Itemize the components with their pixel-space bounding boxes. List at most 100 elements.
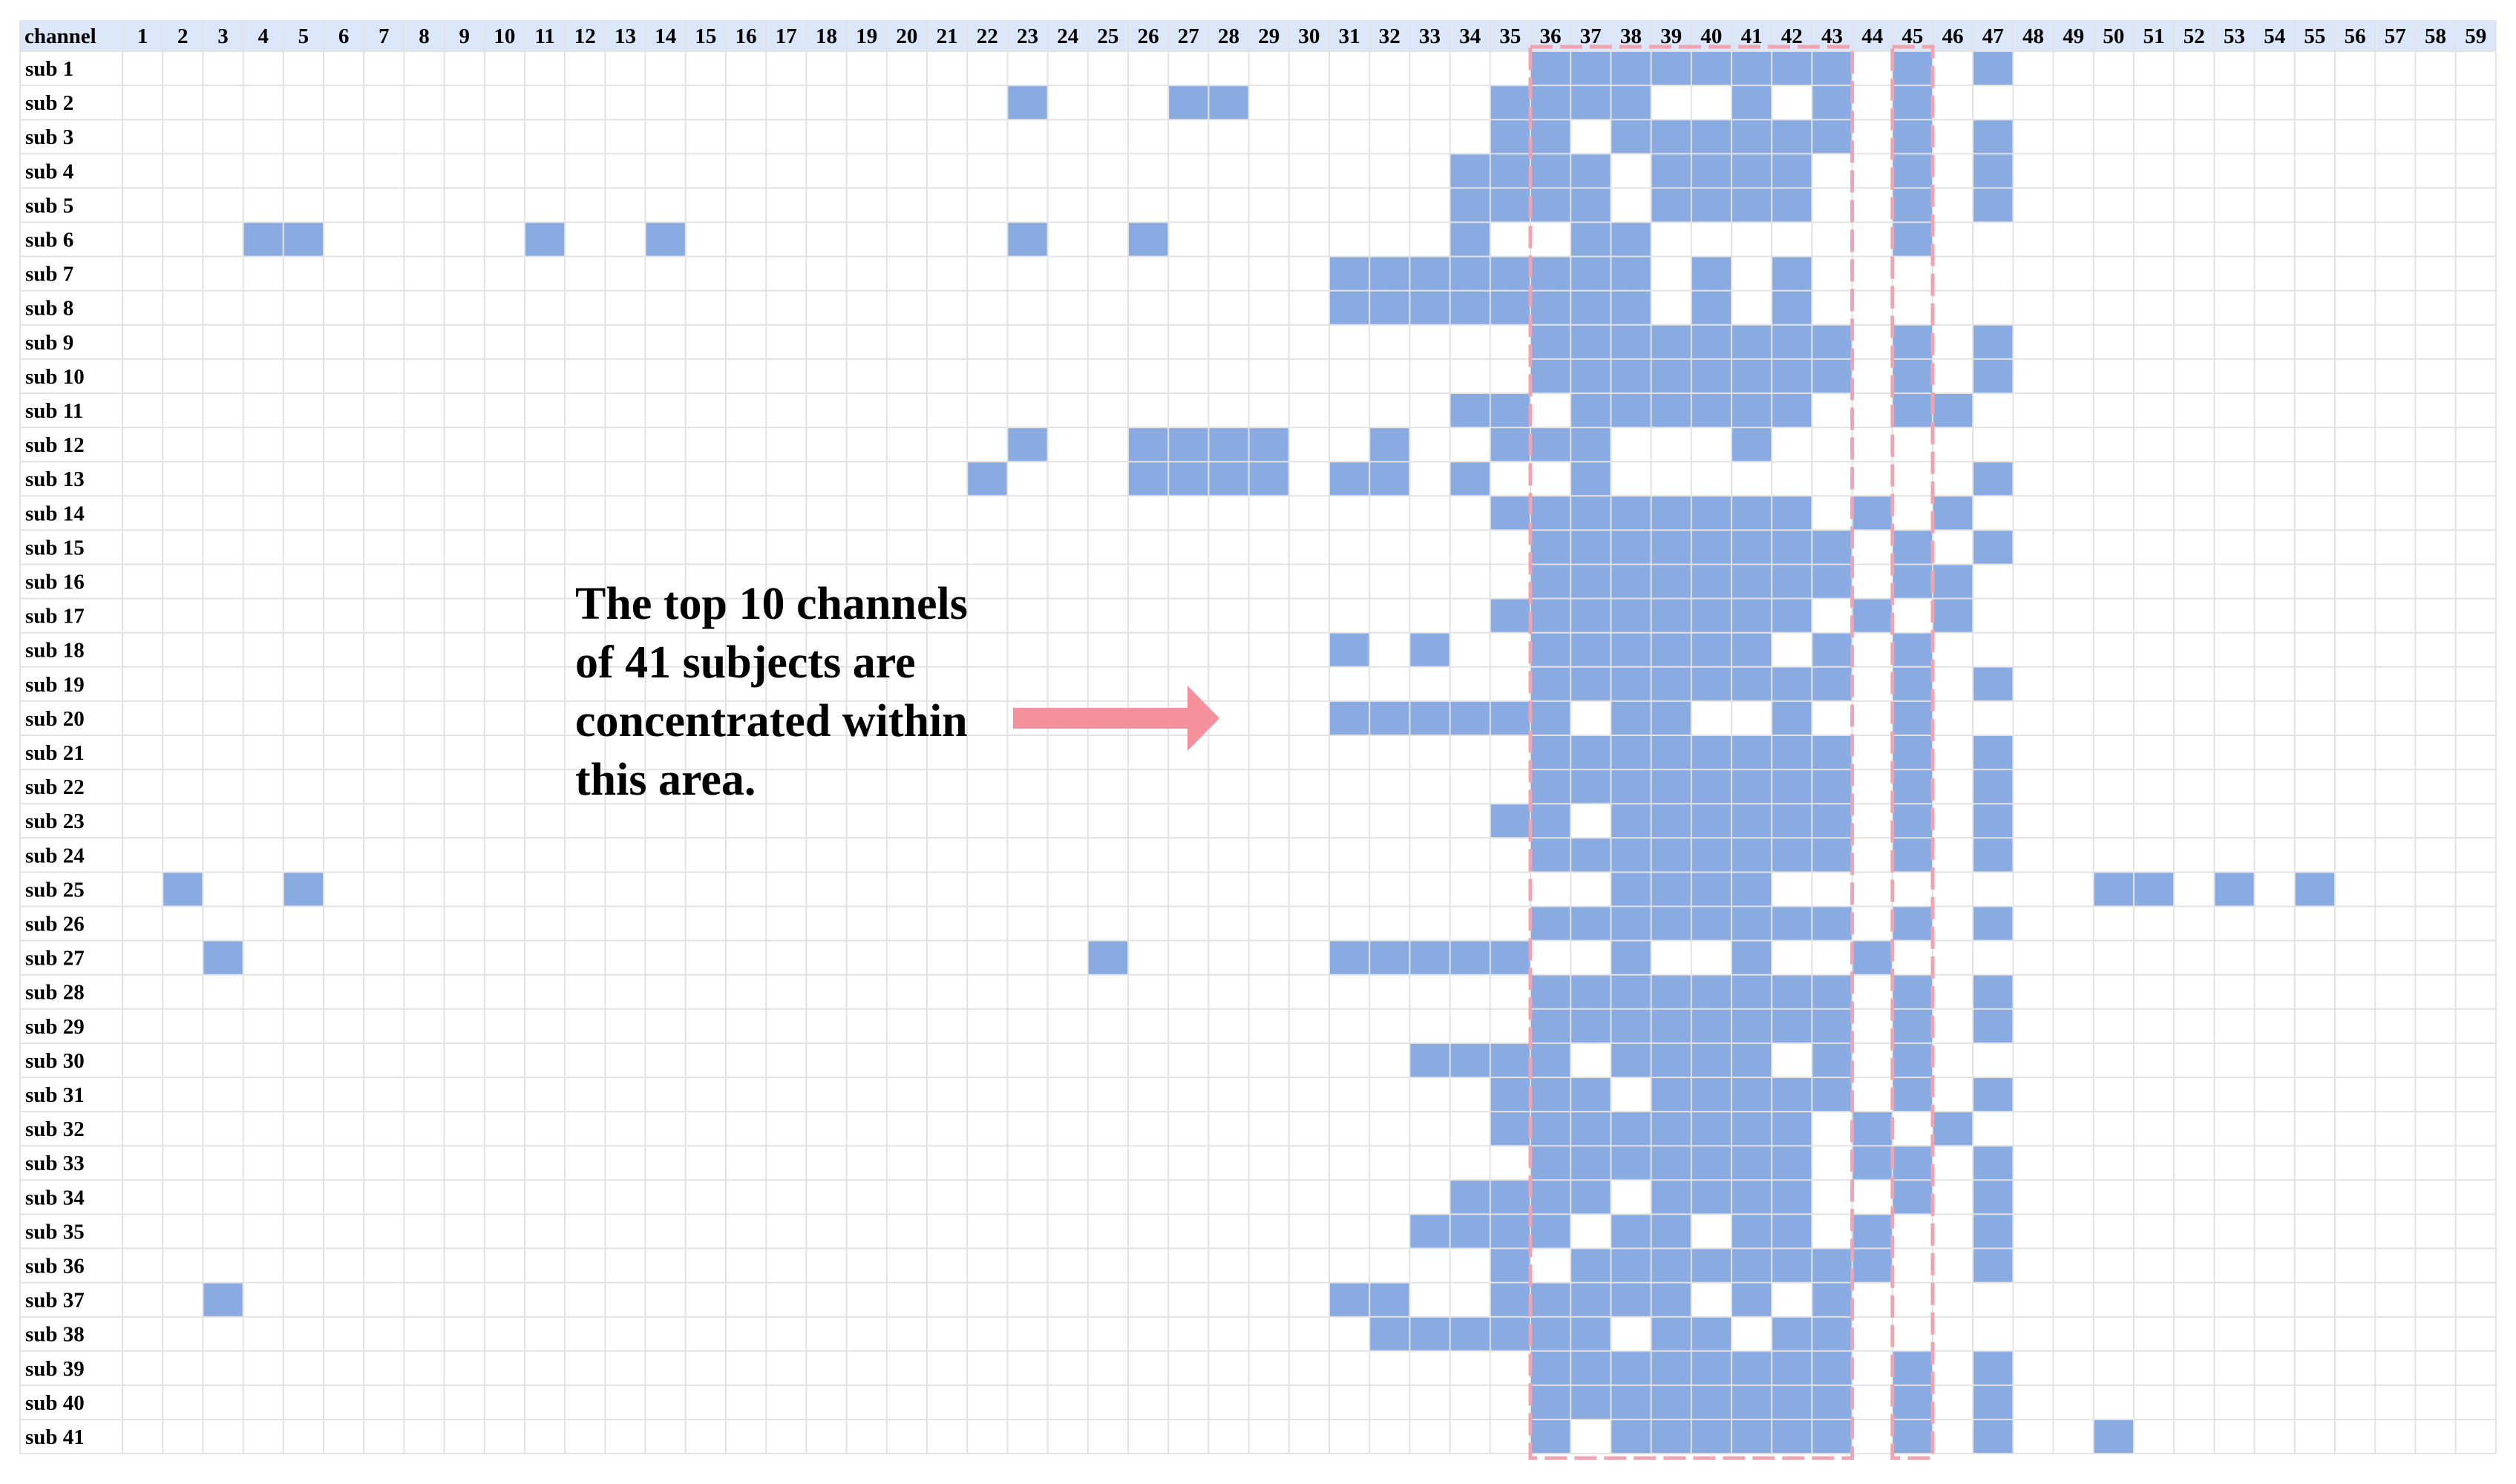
column-header: 32 [1379,24,1400,48]
heatmap-cell [1973,1214,2014,1250]
row-label: sub 1 [25,57,73,81]
column-header: 31 [1339,24,1360,48]
row-label: sub 21 [25,741,85,765]
heatmap-cell [1691,256,1732,292]
heatmap-cell [1007,85,1049,120]
heatmap-cell [1530,1350,1571,1386]
heatmap-cell [1892,154,1933,188]
heatmap-cell [1812,632,1853,668]
column-header: 44 [1861,24,1883,48]
heatmap-cell [1772,1077,1812,1112]
row-label: sub 6 [25,229,73,252]
heatmap-cell [1772,906,1812,942]
heatmap-cell [1973,324,2014,360]
heatmap-cell [1651,1043,1692,1078]
heatmap-cell [1732,666,1772,702]
heatmap-cell [1933,393,1973,428]
column-header: 41 [1741,24,1763,48]
heatmap-cell [1973,1419,2014,1454]
heatmap-cell [1691,1043,1732,1078]
heatmap-cell [1490,598,1531,634]
heatmap-cell [1490,1214,1531,1250]
heatmap-cell [1449,700,1491,736]
heatmap-cell [1168,462,1209,496]
heatmap-cell [1691,632,1732,668]
heatmap-cell [1449,256,1491,292]
heatmap-cell [1530,1043,1571,1078]
heatmap-cell [1208,427,1250,462]
row-label: sub 11 [25,399,83,423]
heatmap-cell [1691,1350,1732,1386]
heatmap-cell [1449,1180,1491,1215]
heatmap-cell [1933,598,1973,634]
heatmap-cell [1570,1385,1611,1420]
row-label: sub 22 [25,775,85,799]
column-header: 58 [2425,24,2446,48]
heatmap-cell [1611,1008,1652,1044]
heatmap-cell [1409,700,1451,736]
heatmap-cell [2093,872,2135,907]
column-header: 54 [2264,24,2285,48]
heatmap-cell [1248,462,1290,496]
heatmap-cell [1732,496,1772,531]
heatmap-cell [1892,51,1933,86]
heatmap-cell [1732,427,1772,462]
heatmap-cell [967,462,1008,496]
row-label: sub 31 [25,1083,85,1107]
heatmap-cell [1611,290,1652,326]
heatmap-cell [1651,358,1692,394]
header-band [20,20,2496,51]
heatmap-cell [163,872,203,907]
heatmap-cell [1732,1214,1772,1250]
heatmap-cell [1812,358,1853,394]
heatmap-cell [1691,393,1732,428]
heatmap-cell [1611,496,1652,531]
heatmap-cell [1691,1112,1732,1146]
heatmap-cell [1732,1008,1772,1044]
heatmap-cell [1892,700,1933,736]
heatmap-cell [1611,906,1652,942]
heatmap-cell [1530,1282,1571,1318]
heatmap-cell [1570,838,1611,873]
heatmap-cell [1691,290,1732,326]
column-header: 59 [2465,24,2486,48]
heatmap-cell [1732,872,1772,907]
heatmap-cell [1732,188,1772,223]
heatmap-cell [1490,188,1531,223]
heatmap-cell [1812,1316,1853,1352]
heatmap-cell [1772,666,1812,702]
heatmap-cell [1530,1316,1571,1352]
heatmap-cell [1651,564,1692,600]
heatmap-cell [1449,1043,1491,1078]
heatmap-cell [1490,1316,1531,1352]
heatmap-cell [1570,1180,1611,1215]
heatmap-cell [1772,1214,1812,1250]
heatmap-cell [1168,85,1209,120]
heatmap-cell [1570,51,1611,86]
row-label: sub 18 [25,639,85,663]
heatmap-cell [1490,1043,1531,1078]
heatmap-cell [1570,564,1611,600]
heatmap-cell [1611,1350,1652,1386]
heatmap-cell [1329,632,1370,668]
row-label: sub 23 [25,810,85,833]
heatmap-cell [283,222,324,257]
heatmap-cell [1973,1077,2014,1112]
heatmap-cell [1892,974,1933,1010]
heatmap-cell [1409,940,1451,976]
heatmap-cell [1732,51,1772,86]
highlight-region [1528,45,1855,1460]
heatmap-cell [1651,393,1692,428]
heatmap-cell [1651,1112,1692,1146]
heatmap-cell [1490,804,1531,838]
heatmap-cell [1449,1316,1491,1352]
row-label: sub 10 [25,365,85,389]
heatmap-cell [1812,324,1853,360]
row-label: sub 4 [25,160,73,183]
heatmap-cell [1973,906,2014,942]
heatmap-cell [2214,872,2255,907]
heatmap-cell [1007,222,1049,257]
heatmap-cell [1691,496,1732,531]
heatmap-cell [1530,324,1571,360]
heatmap-cell [1732,358,1772,394]
